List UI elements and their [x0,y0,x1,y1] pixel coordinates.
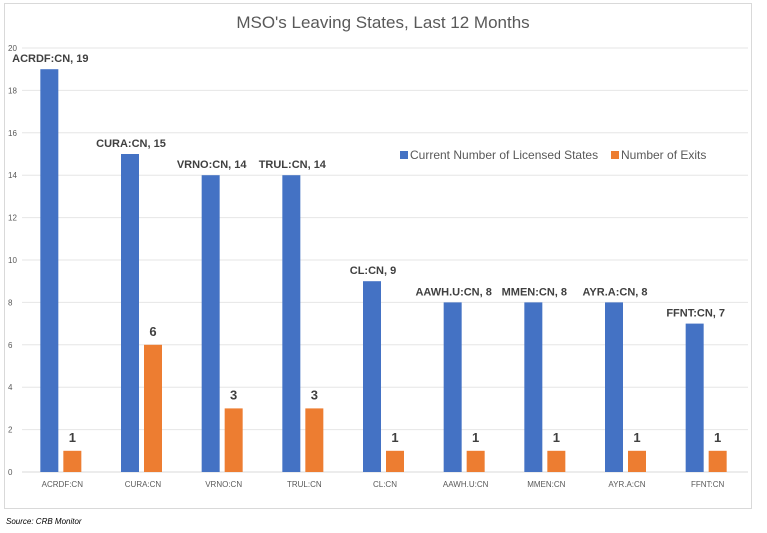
y-tick-label: 4 [8,383,13,392]
y-tick-label: 6 [8,341,13,350]
bar-licensed-states [282,175,301,472]
bar-exits [466,450,485,472]
y-tick-label: 8 [8,298,13,307]
data-label: 1 [633,430,640,445]
data-label: AYR.A:CN, 8 [583,286,648,298]
data-label: 1 [472,430,479,445]
bar-exits [628,450,646,472]
x-tick-label: MMEN:CN [527,480,565,489]
x-tick-label: CL:CN [373,480,397,489]
chart-title: MSO's Leaving States, Last 12 Months [236,13,529,32]
bar-licensed-states [40,69,59,472]
bar-licensed-states [685,323,704,472]
data-label: 3 [230,387,237,402]
source-note: Source: CRB Monitor [6,517,82,526]
bar-licensed-states [121,154,139,472]
bar-licensed-states [443,302,462,472]
y-tick-label: 0 [8,468,13,477]
data-label: TRUL:CN, 14 [259,159,327,171]
data-label: CURA:CN, 15 [96,138,166,150]
legend-label-licensed: Current Number of Licensed States [410,148,598,162]
bar-exits [386,450,404,472]
bar-licensed-states [363,281,381,472]
y-tick-label: 12 [8,214,17,223]
data-label: 6 [149,324,156,339]
y-tick-label: 18 [8,86,17,95]
x-tick-label: ACRDF:CN [42,480,84,489]
bar-licensed-states [524,302,543,472]
gridlines [22,47,748,473]
bar-exits [63,450,82,472]
x-tick-label: AAWH.U:CN [443,480,489,489]
legend: Current Number of Licensed States Number… [400,148,706,162]
data-label: 1 [69,430,76,445]
y-tick-label: 16 [8,129,17,138]
bar-exits [305,408,324,472]
data-label: MMEN:CN, 8 [502,286,567,298]
y-tick-label: 14 [8,171,17,180]
data-label: AAWH.U:CN, 8 [415,286,491,298]
bar-exits [224,408,243,472]
data-label: 1 [714,430,721,445]
bar-licensed-states [605,302,623,472]
legend-swatch-licensed [400,151,408,159]
data-label: VRNO:CN, 14 [177,159,248,171]
data-label: FFNT:CN, 7 [666,308,725,320]
data-label: 1 [391,430,398,445]
x-tick-label: TRUL:CN [287,480,322,489]
x-tick-label: FFNT:CN [691,480,725,489]
y-tick-label: 20 [8,44,17,53]
x-tick-label: CURA:CN [125,480,162,489]
data-label: 1 [553,430,560,445]
y-tick-label: 10 [8,256,17,265]
x-tick-label: AYR.A:CN [608,480,645,489]
x-tick-label: VRNO:CN [205,480,242,489]
y-tick-label: 2 [8,426,13,435]
y-axis: 0 2 4 6 8 10 12 14 16 18 20 [8,44,17,477]
data-label: CL:CN, 9 [350,265,396,277]
x-axis: ACRDF:CN CURA:CN VRNO:CN TRUL:CN CL:CN AAWH.U… [42,480,725,489]
legend-swatch-exits [611,151,619,159]
bars: ACRDF:CN, 19 1 CURA:CN, 15 6 VRNO:CN, 14 3 TRU… [12,53,727,472]
data-label: ACRDF:CN, 19 [12,53,88,65]
bar-exits [144,344,162,472]
bar-exits [547,450,566,472]
data-label: 3 [311,387,318,402]
legend-label-exits: Number of Exits [621,148,706,162]
bar-licensed-states [201,175,220,472]
bar-exits [708,450,727,472]
